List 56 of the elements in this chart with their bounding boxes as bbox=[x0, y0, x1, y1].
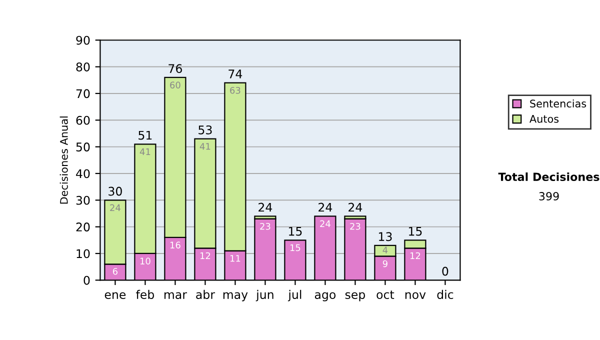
x-tick-label: abr bbox=[196, 290, 215, 300]
legend-label: Sentencias bbox=[530, 99, 586, 108]
data-label: 23 bbox=[260, 222, 270, 230]
data-label: 63 bbox=[230, 86, 240, 94]
total-label: 24 bbox=[348, 202, 362, 212]
total-label: 74 bbox=[228, 70, 242, 78]
x-tick-label: nov bbox=[405, 292, 426, 300]
data-label: 60 bbox=[170, 82, 180, 88]
data-label: 4 bbox=[382, 246, 388, 254]
data-label: 12 bbox=[410, 252, 420, 260]
text: Total Decisiones bbox=[498, 172, 600, 182]
data-label: 41 bbox=[140, 148, 150, 155]
y-tick-label: 80 bbox=[76, 62, 90, 72]
x-tick-label: sep bbox=[345, 292, 366, 302]
total-label: 24 bbox=[318, 202, 332, 212]
data-label: 41 bbox=[200, 143, 210, 150]
x-tick-label: may bbox=[223, 292, 248, 302]
text: 399 bbox=[539, 192, 559, 200]
total-label: 0 bbox=[442, 266, 448, 276]
x-tick-label: dic bbox=[437, 290, 454, 300]
data-label: 10 bbox=[140, 258, 150, 264]
total-label: 13 bbox=[378, 232, 392, 242]
x-tick-label: ene bbox=[104, 292, 126, 300]
y-tick-label: 30 bbox=[76, 196, 90, 205]
legend-label: Autos bbox=[530, 115, 559, 123]
data-label: 12 bbox=[200, 252, 210, 260]
total-label: 24 bbox=[258, 202, 272, 212]
total-label: 30 bbox=[108, 186, 122, 196]
data-label: 11 bbox=[230, 255, 240, 262]
x-tick-label: mar bbox=[164, 292, 187, 300]
total-label: 15 bbox=[408, 226, 422, 236]
data-label: 9 bbox=[382, 260, 388, 268]
y-tick-label: 60 bbox=[76, 116, 90, 125]
y-tick-label: 70 bbox=[76, 89, 90, 98]
y-tick-label: 20 bbox=[76, 222, 90, 232]
total-label: 15 bbox=[288, 226, 302, 236]
total-label: 76 bbox=[168, 64, 182, 74]
data-label: 24 bbox=[110, 204, 120, 212]
total-label: 53 bbox=[198, 125, 212, 134]
x-tick-label: ago bbox=[314, 292, 336, 302]
data-label: 6 bbox=[112, 268, 118, 275]
x-tick-label: jun bbox=[256, 290, 274, 302]
y-tick-label: 50 bbox=[76, 142, 90, 152]
total-label: 51 bbox=[138, 130, 152, 140]
y-tick-label: 10 bbox=[76, 249, 90, 258]
x-tick-label: oct bbox=[376, 290, 394, 300]
data-label: 15 bbox=[290, 244, 300, 252]
y-tick-label: 0 bbox=[84, 276, 90, 285]
y-tick-label: 90 bbox=[76, 36, 90, 45]
y-axis-title: Decisiones Anual bbox=[60, 116, 68, 204]
x-tick-label: feb bbox=[136, 290, 154, 300]
data-label: 16 bbox=[170, 242, 180, 248]
y-tick-label: 40 bbox=[76, 169, 90, 178]
data-label: 24 bbox=[320, 220, 330, 228]
data-label: 23 bbox=[350, 222, 360, 230]
x-tick-label: jul bbox=[288, 290, 302, 302]
